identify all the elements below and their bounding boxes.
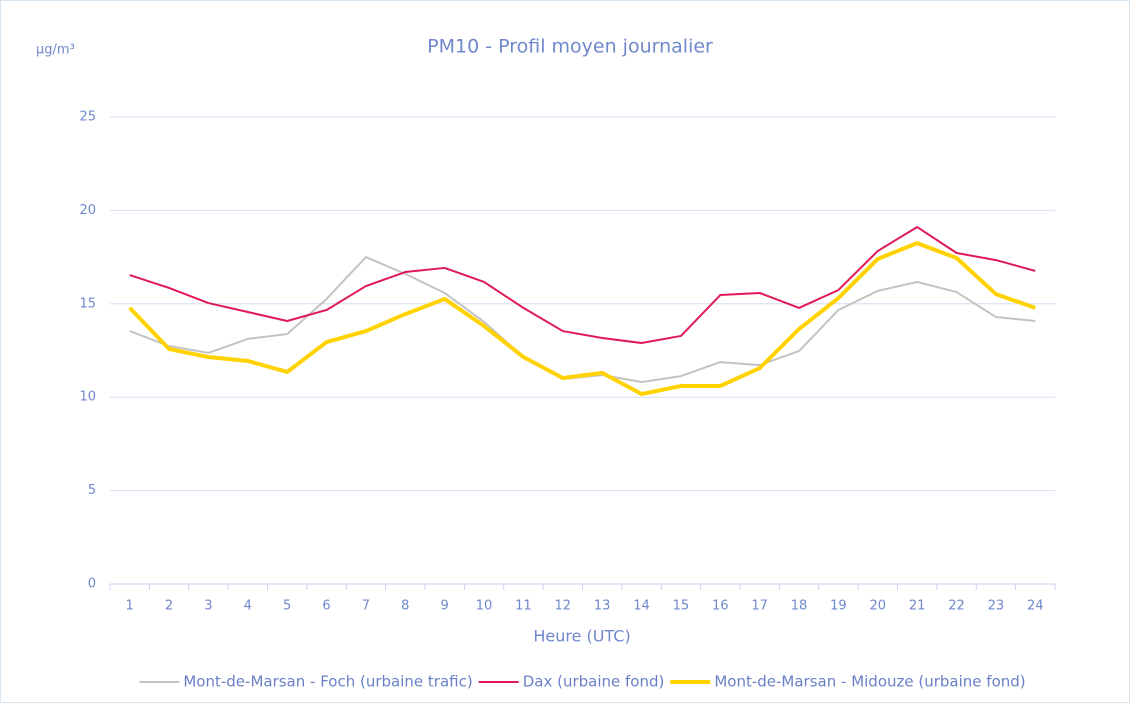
y-tick-label: 0 bbox=[88, 577, 96, 592]
x-tick-label: 2 bbox=[165, 599, 173, 614]
x-tick-label: 5 bbox=[283, 599, 291, 614]
x-tick-label: 17 bbox=[751, 599, 768, 614]
x-tick-label: 22 bbox=[948, 599, 965, 614]
x-tick-label: 1 bbox=[126, 599, 134, 614]
x-tick-label: 21 bbox=[909, 599, 926, 614]
series-line bbox=[128, 241, 1036, 397]
x-tick-label: 24 bbox=[1027, 599, 1044, 614]
y-tick-label: 20 bbox=[79, 203, 96, 218]
y-tick-label: 5 bbox=[88, 483, 96, 498]
x-tick-label: 8 bbox=[401, 599, 409, 614]
x-tick-label: 13 bbox=[594, 599, 611, 614]
x-tick-label: 14 bbox=[633, 599, 650, 614]
x-tick-label: 4 bbox=[244, 599, 252, 614]
legend-label: Dax (urbaine fond) bbox=[523, 673, 665, 691]
x-tick-label: 20 bbox=[870, 599, 887, 614]
x-tick-label: 9 bbox=[441, 599, 449, 614]
x-tick-label: 12 bbox=[555, 599, 572, 614]
chart-title: PM10 - Profil moyen journalier bbox=[427, 36, 713, 58]
series-line bbox=[129, 226, 1036, 345]
x-tick-label: 11 bbox=[515, 599, 532, 614]
x-axis-title: Heure (UTC) bbox=[533, 627, 630, 646]
legend-label: Mont-de-Marsan - Foch (urbaine trafic) bbox=[183, 673, 472, 691]
y-tick-label: 25 bbox=[79, 110, 96, 125]
x-tick-label: 19 bbox=[830, 599, 847, 614]
x-tick-label: 16 bbox=[712, 599, 729, 614]
x-tick-label: 18 bbox=[791, 599, 808, 614]
x-tick-label: 23 bbox=[988, 599, 1005, 614]
legend-label: Mont-de-Marsan - Midouze (urbaine fond) bbox=[714, 673, 1025, 691]
y-unit: µg/m³ bbox=[36, 43, 75, 58]
x-tick-label: 10 bbox=[476, 599, 493, 614]
y-tick-label: 15 bbox=[79, 296, 96, 311]
x-tick-label: 7 bbox=[362, 599, 370, 614]
y-tick-label: 10 bbox=[79, 390, 96, 405]
x-tick-label: 3 bbox=[204, 599, 212, 614]
x-tick-label: 15 bbox=[673, 599, 690, 614]
x-tick-label: 6 bbox=[322, 599, 330, 614]
